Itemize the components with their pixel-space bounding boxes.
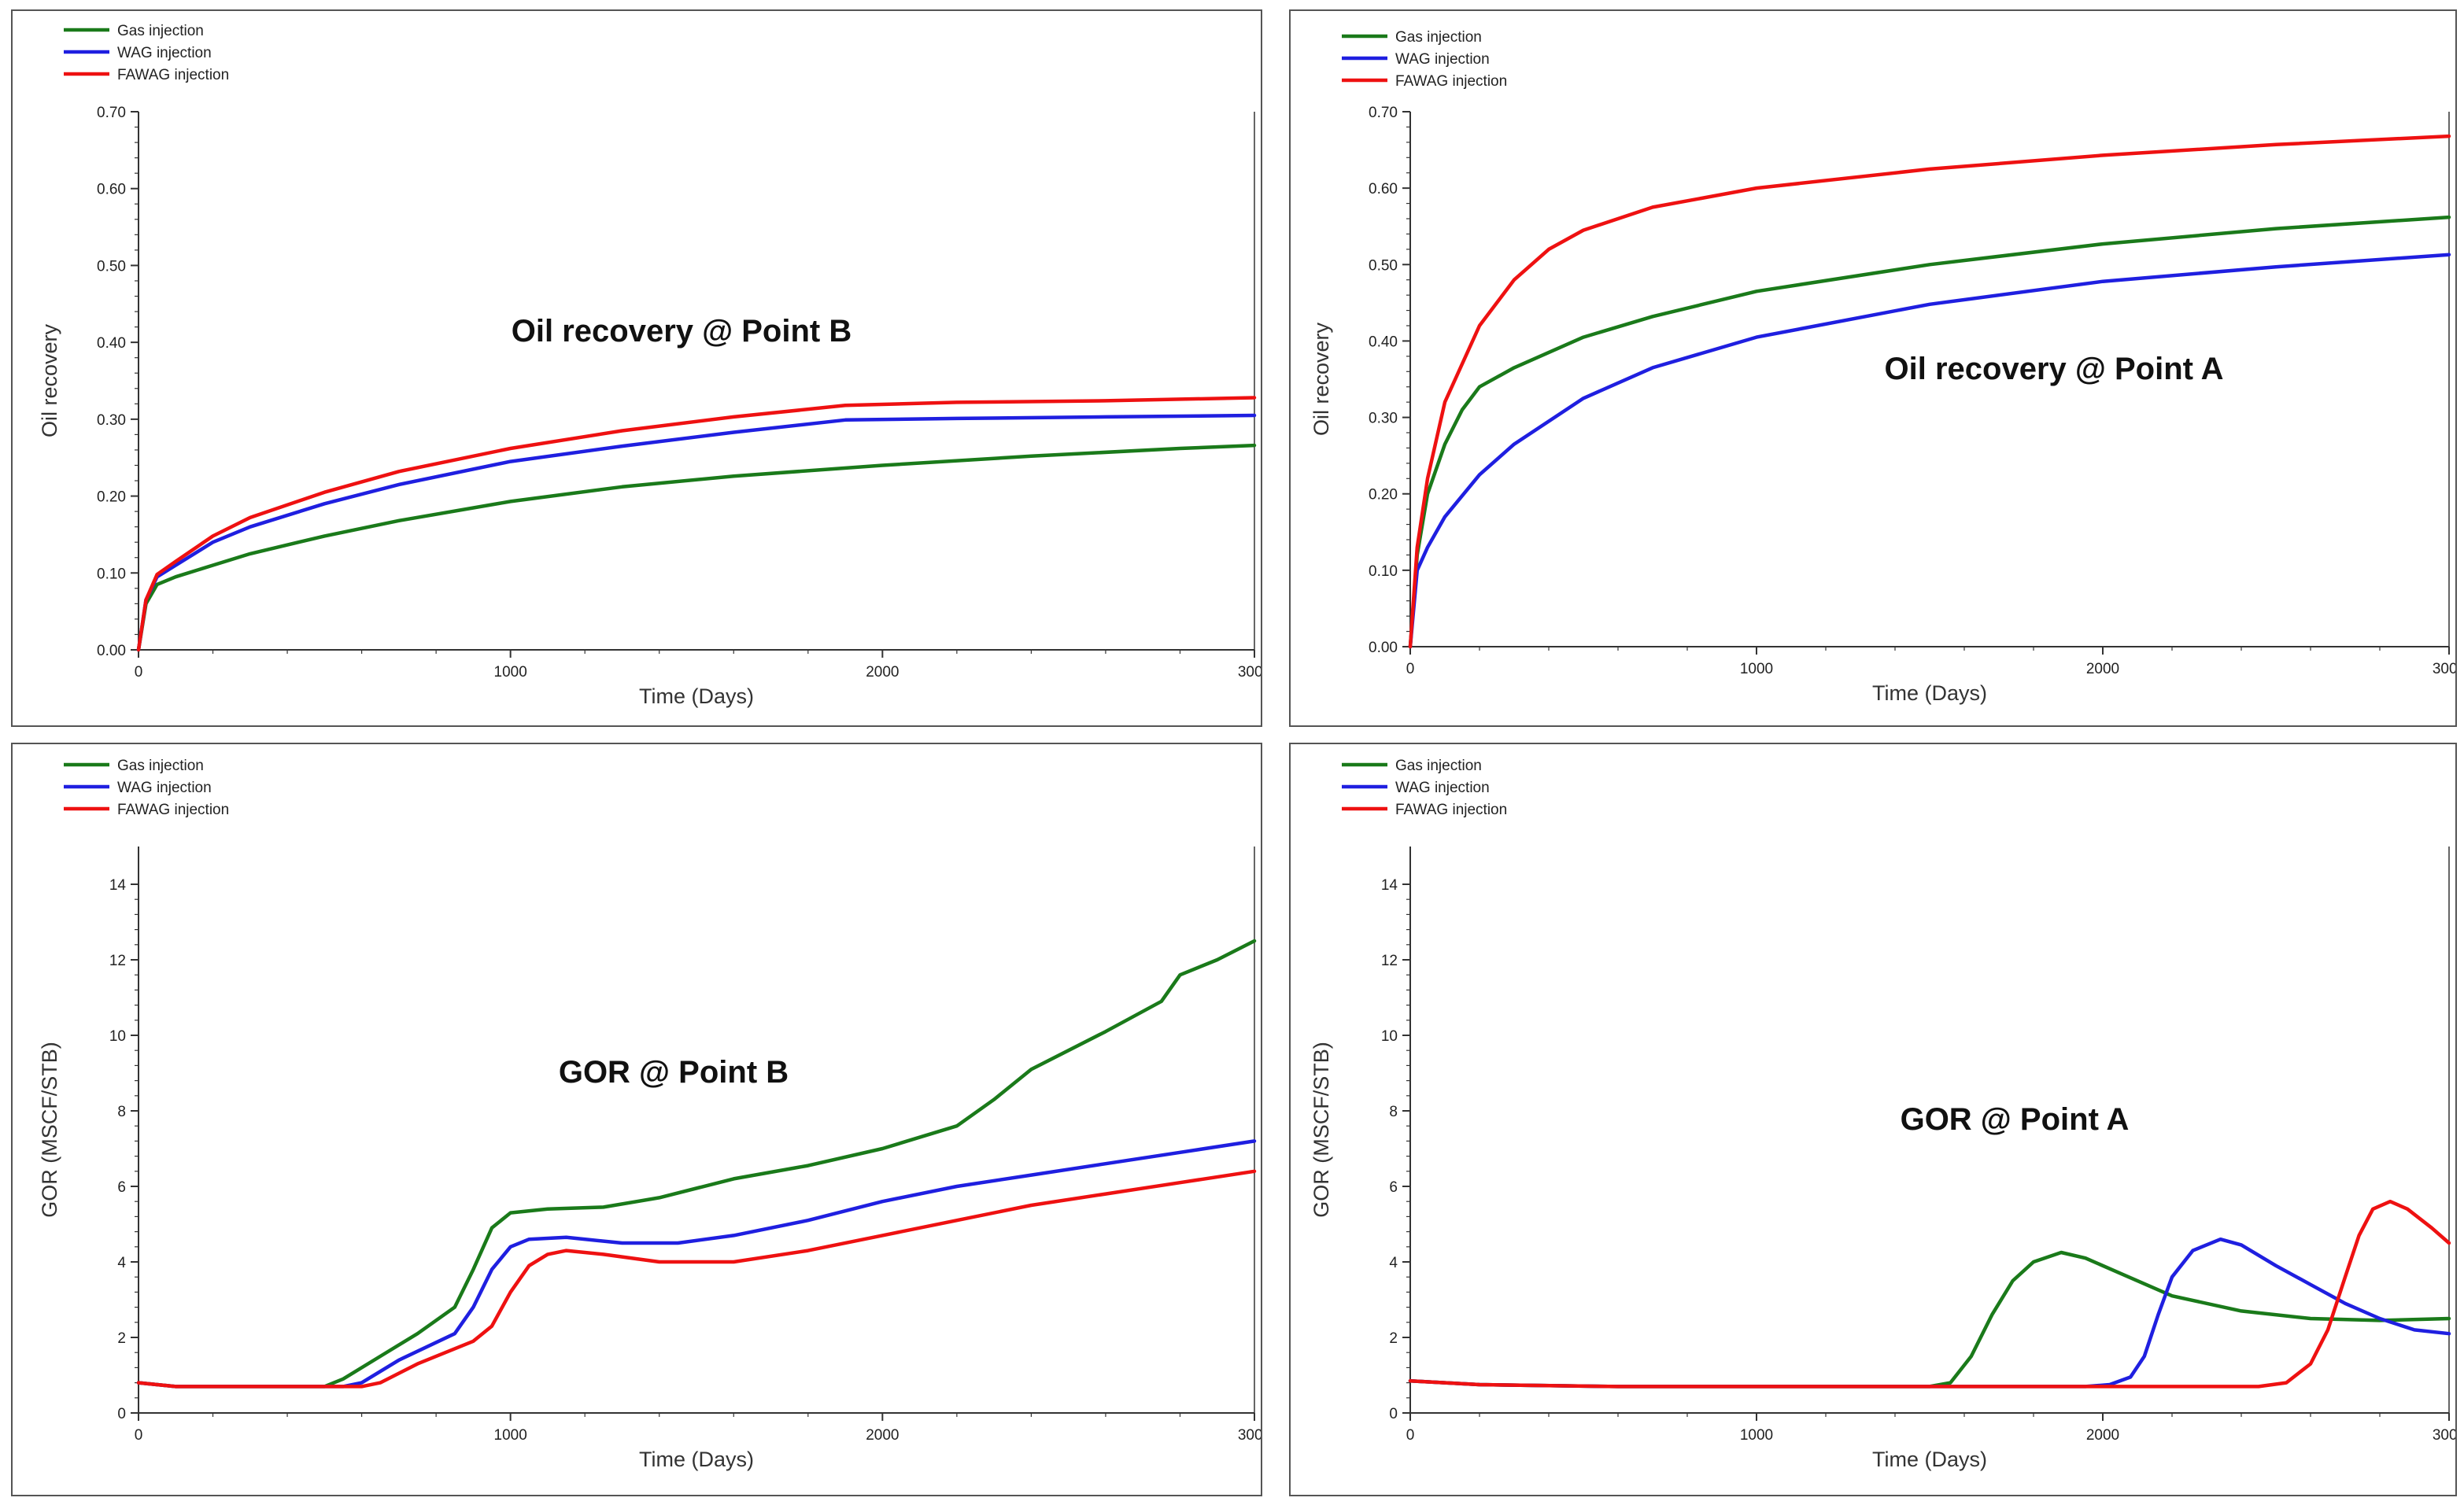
x-tick-label: 0 [135, 1427, 143, 1444]
y-tick-label: 0.20 [97, 489, 126, 506]
y-axis-title: GOR (MSCF/STB) [1310, 1042, 1333, 1218]
x-tick-label: 2000 [866, 1427, 899, 1444]
series-line-gas [1408, 215, 2451, 649]
y-tick-label: 6 [117, 1179, 126, 1196]
legend-label: Gas injection [117, 23, 204, 39]
x-tick-label: 1000 [494, 664, 527, 681]
y-tick-label: 0.00 [97, 643, 126, 659]
series-line-wag [136, 1139, 1257, 1389]
y-tick-label: 8 [1389, 1104, 1398, 1120]
x-axis-title: Time (Days) [639, 684, 754, 708]
y-tick-label: 0 [117, 1406, 126, 1422]
chart-title: GOR @ Point A [1901, 1102, 2130, 1137]
y-axis-title: Oil recovery [1310, 322, 1333, 436]
legend-label: WAG injection [117, 45, 212, 61]
x-tick-label: 1000 [1740, 1427, 1773, 1444]
y-tick-label: 14 [109, 877, 127, 894]
y-tick-label: 0.40 [97, 335, 126, 352]
y-tick-label: 4 [117, 1255, 126, 1271]
chart-svg: 0.00 0.10 0.20 0.30 0.40 0.50 0.60 0.70 0 1000 200… [1310, 29, 2455, 705]
plot-area [1410, 112, 2449, 647]
series-line-fawag [136, 1169, 1257, 1389]
legend-label: FAWAG injection [1395, 73, 1507, 90]
y-tick-label: 0.70 [97, 105, 126, 121]
x-tick-label: 2000 [2086, 661, 2119, 677]
series-line-gas [136, 443, 1257, 652]
chart-panel-oil-recovery-point-b: 0.00 0.10 0.20 0.30 0.40 0.50 0.60 0.70 0 1000 200… [11, 9, 1262, 727]
chart-panel-gor-point-b: 0 2 4 6 8 10 12 14 0 1000 2000 3000 Time (Days) GOR (… [11, 743, 1262, 1496]
legend-label: FAWAG injection [1395, 802, 1507, 818]
x-tick-label: 2000 [866, 664, 899, 681]
y-tick-label: 12 [1381, 953, 1398, 969]
y-tick-label: 0.50 [97, 258, 126, 275]
chart-panel-oil-recovery-point-a: 0.00 0.10 0.20 0.30 0.40 0.50 0.60 0.70 0 1000 200… [1289, 9, 2457, 727]
y-tick-label: 0.30 [1369, 411, 1398, 427]
x-tick-label: 0 [1406, 1427, 1415, 1444]
x-tick-label: 3000 [2433, 661, 2455, 677]
x-tick-label: 1000 [1740, 661, 1773, 677]
x-tick-label: 3000 [1238, 1427, 1261, 1444]
y-tick-label: 0.20 [1369, 487, 1398, 504]
x-tick-label: 3000 [1238, 664, 1261, 681]
y-tick-label: 0.60 [1369, 181, 1398, 197]
legend-label: WAG injection [1395, 51, 1490, 68]
plot-area [1410, 847, 2449, 1413]
x-axis-title: Time (Days) [1872, 681, 1987, 705]
y-tick-label: 0.70 [1369, 105, 1398, 121]
legend-label: FAWAG injection [117, 802, 229, 818]
chart-svg: 0.00 0.10 0.20 0.30 0.40 0.50 0.60 0.70 0 1000 200… [38, 23, 1261, 708]
x-tick-label: 3000 [2433, 1427, 2455, 1444]
y-tick-label: 8 [117, 1104, 126, 1120]
legend-label: Gas injection [117, 758, 204, 774]
legend-label: FAWAG injection [117, 67, 229, 83]
series-line-fawag [1408, 1199, 2451, 1389]
y-axis-title: GOR (MSCF/STB) [38, 1042, 61, 1218]
series-line-wag [136, 413, 1257, 652]
chart-svg: 0 2 4 6 8 10 12 14 0 1000 2000 3000 Time (Days) GOR (… [1310, 758, 2455, 1471]
y-tick-label: 10 [109, 1028, 126, 1045]
legend-label: Gas injection [1395, 29, 1482, 46]
legend-label: WAG injection [117, 780, 212, 796]
series-line-gas [136, 939, 1257, 1389]
chart-title: Oil recovery @ Point B [512, 314, 852, 349]
y-tick-label: 6 [1389, 1179, 1398, 1196]
legend-label: Gas injection [1395, 758, 1482, 774]
y-tick-label: 4 [1389, 1255, 1398, 1271]
y-tick-label: 12 [109, 953, 126, 969]
x-tick-label: 0 [135, 664, 143, 681]
x-tick-label: 1000 [494, 1427, 527, 1444]
y-tick-label: 0.30 [97, 412, 126, 429]
chart-panel-gor-point-a: 0 2 4 6 8 10 12 14 0 1000 2000 3000 Time (Days) GOR (… [1289, 743, 2457, 1496]
plot-area [139, 112, 1254, 650]
x-axis-title: Time (Days) [639, 1448, 754, 1471]
series-line-fawag [136, 396, 1257, 652]
y-tick-label: 0.10 [97, 566, 126, 582]
x-tick-label: 2000 [2086, 1427, 2119, 1444]
y-tick-label: 14 [1381, 877, 1398, 894]
chart-title: Oil recovery @ Point A [1885, 352, 2224, 386]
legend-label: WAG injection [1395, 780, 1490, 796]
x-axis-title: Time (Days) [1872, 1448, 1987, 1471]
plot-area [139, 847, 1254, 1413]
y-tick-label: 0.60 [97, 182, 126, 198]
y-tick-label: 2 [117, 1330, 126, 1347]
x-tick-label: 0 [1406, 661, 1415, 677]
series-line-wag [1408, 253, 2451, 649]
y-tick-label: 0.50 [1369, 257, 1398, 274]
series-line-fawag [1408, 134, 2451, 649]
chart-svg: 0 2 4 6 8 10 12 14 0 1000 2000 3000 Time (Days) GOR (… [38, 758, 1261, 1471]
y-tick-label: 0.00 [1369, 640, 1398, 656]
y-tick-label: 0.40 [1369, 334, 1398, 350]
y-tick-label: 10 [1381, 1028, 1398, 1045]
y-tick-label: 0 [1389, 1406, 1398, 1422]
y-tick-label: 0.10 [1369, 563, 1398, 580]
y-axis-title: Oil recovery [38, 323, 61, 437]
chart-title: GOR @ Point B [559, 1055, 789, 1090]
y-tick-label: 2 [1389, 1330, 1398, 1347]
